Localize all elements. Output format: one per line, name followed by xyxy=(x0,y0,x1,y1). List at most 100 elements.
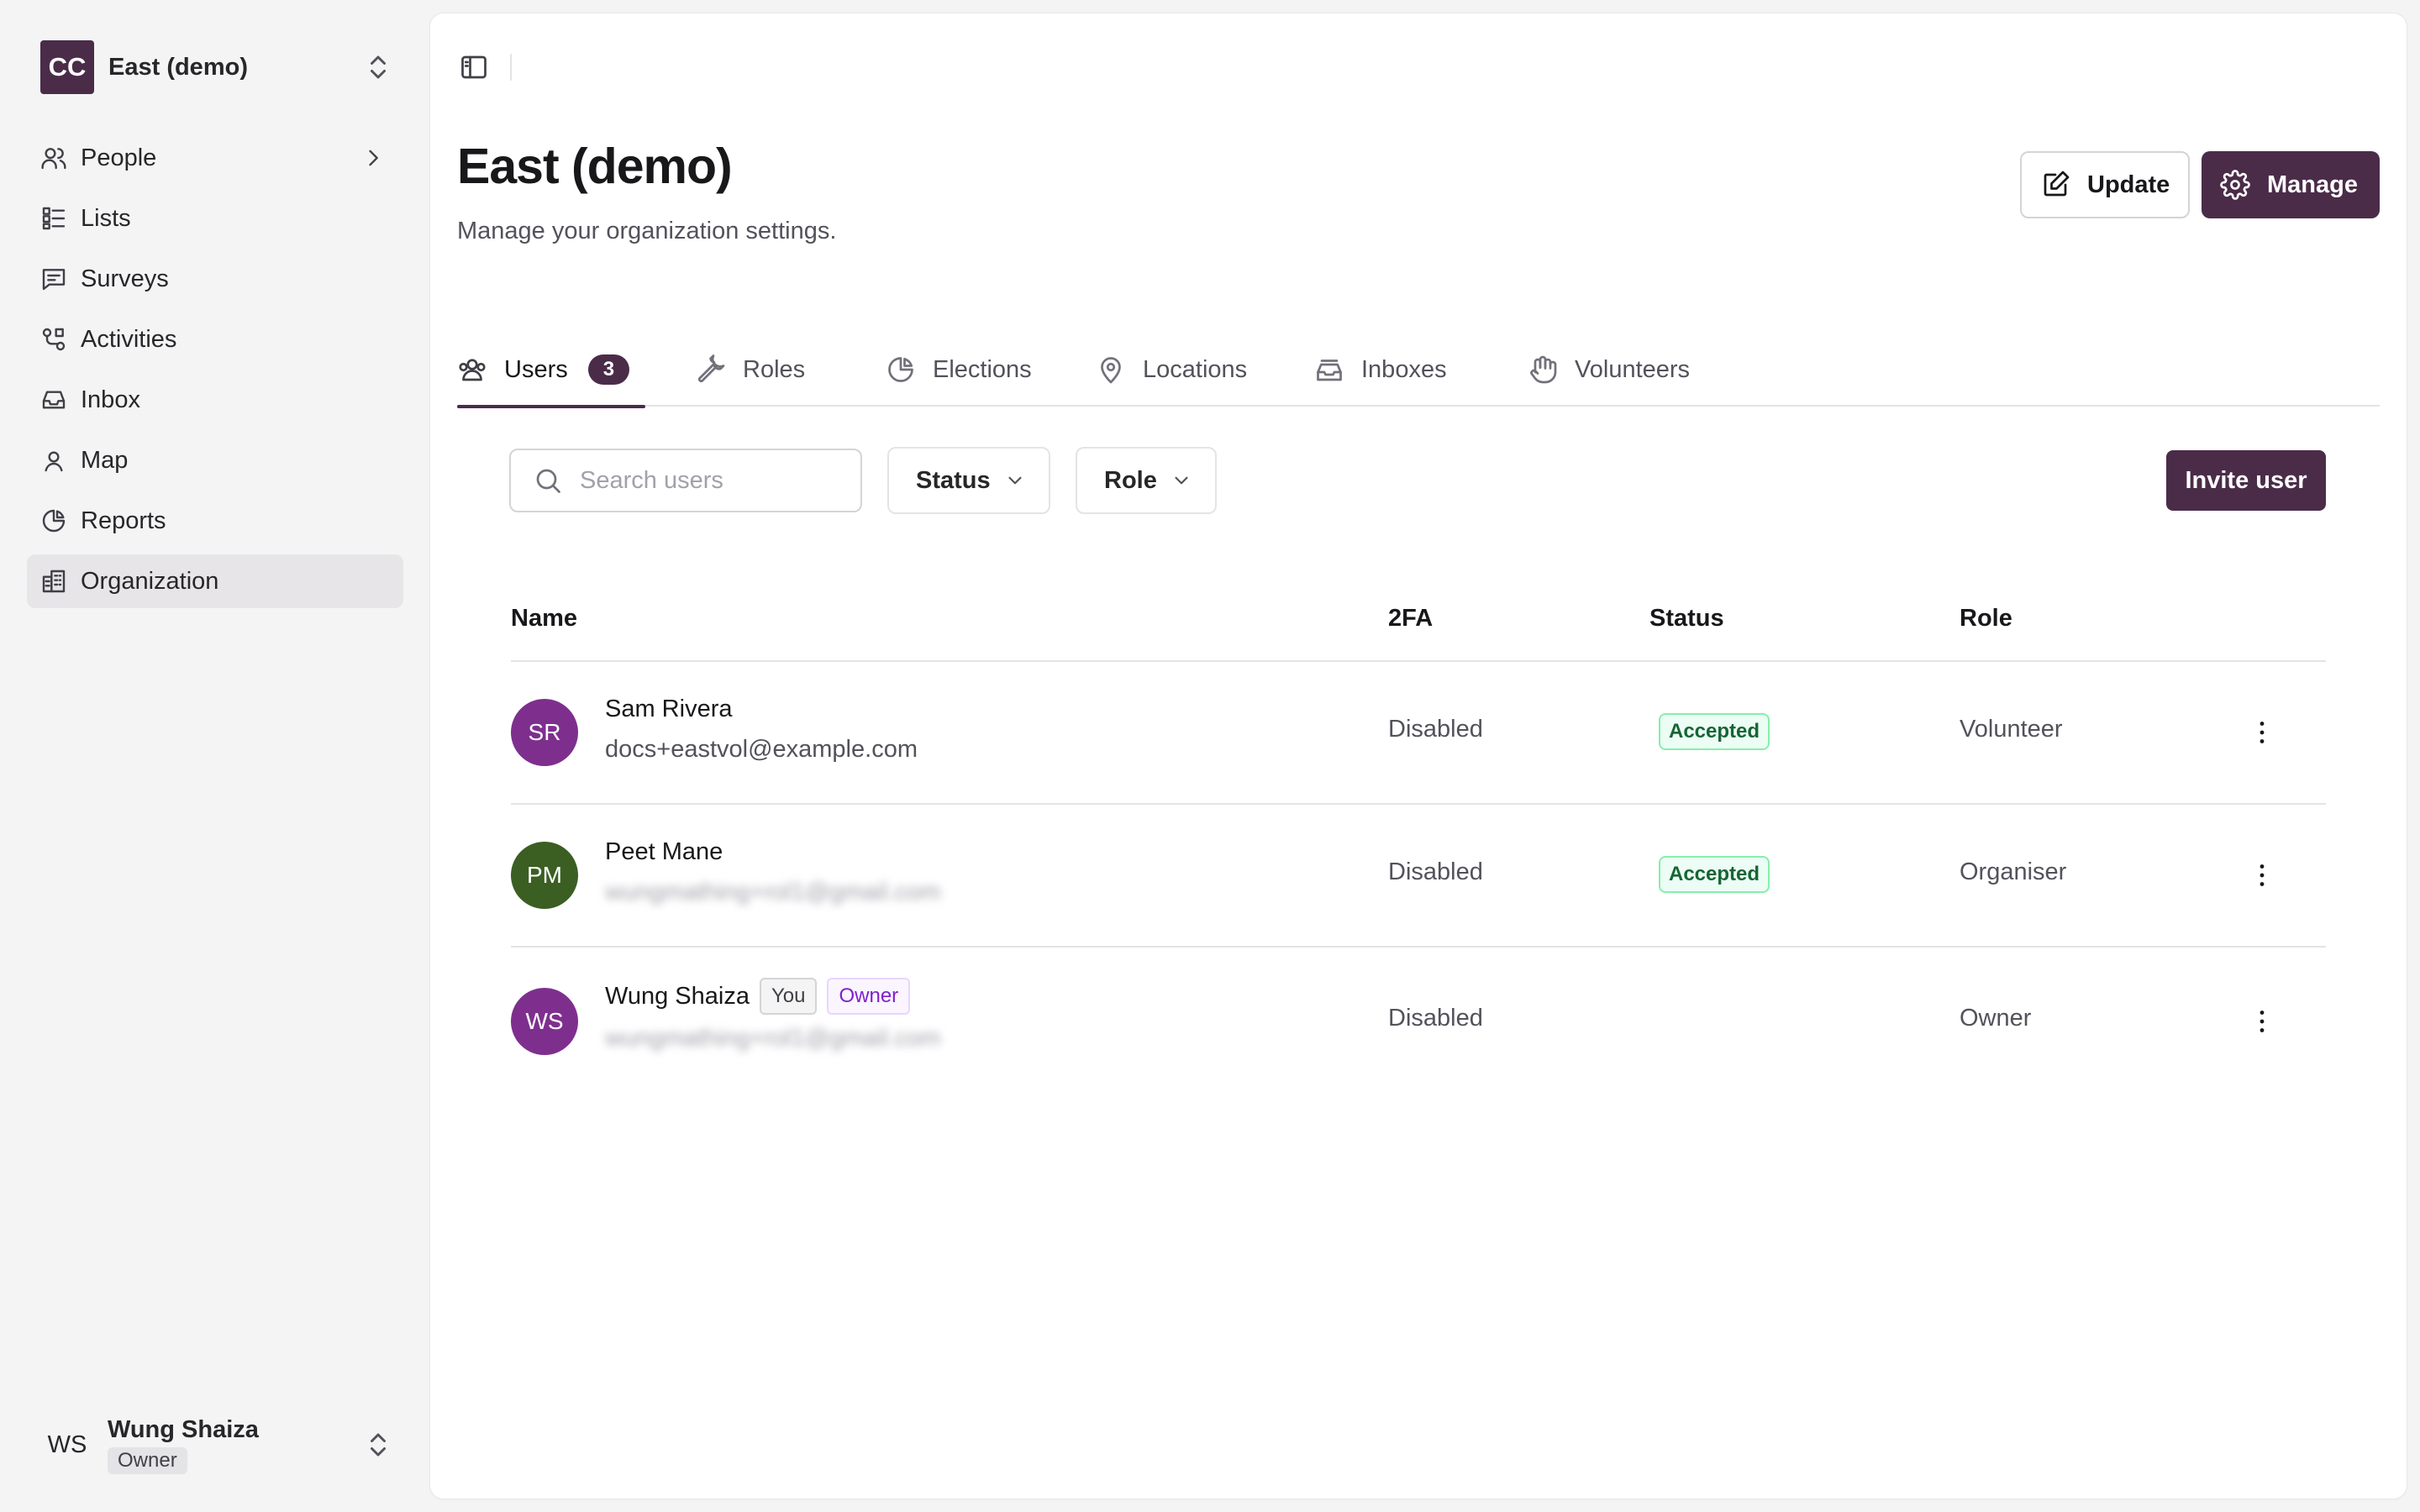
tab-label: Locations xyxy=(1143,355,1248,383)
sidebar-item-reports[interactable]: Reports xyxy=(27,494,403,548)
sidebar-item-label: Activities xyxy=(81,325,177,353)
manage-button-label: Manage xyxy=(2267,171,2358,198)
sidebar-item-label: Inbox xyxy=(81,386,140,413)
avatar: PM xyxy=(511,842,578,909)
users-icon xyxy=(41,148,66,170)
role-filter-label: Role xyxy=(1104,466,1157,494)
sidebar-item-activities[interactable]: Activities xyxy=(27,312,403,366)
sidebar-item-lists[interactable]: Lists xyxy=(27,192,403,245)
you-badge: You xyxy=(759,978,818,1015)
user-name-text: Peet Mane xyxy=(605,838,723,865)
owner-badge: Owner xyxy=(827,978,911,1015)
avatar: SR xyxy=(511,699,578,766)
tab-volunteers[interactable]: Volunteers xyxy=(1528,333,1690,407)
search-input[interactable] xyxy=(580,466,849,495)
column-header-name: Name xyxy=(511,605,577,632)
inbox-icon xyxy=(42,391,66,409)
sidebar-item-surveys[interactable]: Surveys xyxy=(27,252,403,306)
hand-icon xyxy=(1530,355,1557,384)
user-name-text: Sam Rivera xyxy=(605,696,733,722)
tab-bar: Users 3 Roles Elections Locations Inboxe… xyxy=(457,333,2380,408)
manage-button[interactable]: Manage xyxy=(2202,151,2380,218)
users-icon xyxy=(459,359,486,381)
chevrons-up-down-icon xyxy=(371,55,386,79)
sidebar-item-organization[interactable]: Organization xyxy=(27,554,403,608)
role-filter-dropdown[interactable]: Role xyxy=(1076,447,1217,514)
status-badge: Accepted xyxy=(1659,856,1770,893)
sidebar-item-label: Reports xyxy=(81,507,166,534)
search-field[interactable] xyxy=(509,449,862,512)
user-name: Wung Shaiza You Owner xyxy=(605,978,911,1015)
org-name: East (demo) xyxy=(108,53,248,81)
page-title: East (demo) xyxy=(457,139,733,194)
chevron-down-icon xyxy=(1008,476,1022,485)
role-value: Volunteer xyxy=(1960,716,2063,743)
user-name: Sam Rivera xyxy=(605,696,733,723)
status-filter-label: Status xyxy=(916,466,991,494)
tab-label: Volunteers xyxy=(1575,355,1691,383)
sidebar: CC East (demo) People Lists Surveys Acti… xyxy=(0,0,429,1512)
tab-label: Users xyxy=(504,355,568,383)
pie-chart-icon xyxy=(42,509,66,533)
user-role-badge: Owner xyxy=(108,1446,187,1474)
twofa-value: Disabled xyxy=(1388,716,1483,743)
chevron-right-icon xyxy=(369,150,378,166)
tab-users[interactable]: Users 3 xyxy=(457,333,645,408)
update-button-label: Update xyxy=(2087,171,2170,198)
route-icon xyxy=(42,328,66,351)
status-badge: Accepted xyxy=(1659,713,1770,750)
user-email: wungmathing+rol1@gmail.com xyxy=(605,879,941,906)
tab-inboxes[interactable]: Inboxes xyxy=(1314,333,1447,407)
sidebar-item-label: Surveys xyxy=(81,265,169,292)
main-panel: East (demo) Manage your organization set… xyxy=(430,13,2407,1499)
table-row[interactable]: WS Wung Shaiza You Owner wungmathing+rol… xyxy=(511,948,2326,1090)
table-header: Name 2FA Status Role xyxy=(511,585,2326,662)
table-row[interactable]: SR Sam Rivera docs+eastvol@example.com D… xyxy=(511,662,2326,805)
sidebar-toggle-icon[interactable] xyxy=(459,52,489,82)
message-square-icon xyxy=(42,269,66,291)
tab-label: Elections xyxy=(933,355,1032,383)
list-icon xyxy=(42,207,66,230)
edit-icon xyxy=(2044,171,2070,197)
tab-elections[interactable]: Elections xyxy=(886,333,1032,407)
more-vertical-icon[interactable] xyxy=(2247,860,2277,890)
column-header-role: Role xyxy=(1960,605,2012,632)
org-logo: CC xyxy=(40,40,94,94)
sidebar-item-label: Organization xyxy=(81,567,219,595)
user-info: Wung Shaiza Owner xyxy=(108,1416,259,1474)
column-header-status: Status xyxy=(1649,605,1724,632)
sidebar-item-map[interactable]: Map xyxy=(27,433,403,487)
more-vertical-icon[interactable] xyxy=(2247,1006,2277,1037)
wrench-icon xyxy=(697,354,725,383)
sidebar-item-label: Map xyxy=(81,446,129,474)
sidebar-nav: People Lists Surveys Activities Inbox Ma… xyxy=(27,131,403,615)
divider xyxy=(510,54,512,81)
twofa-value: Disabled xyxy=(1388,858,1483,885)
tab-locations[interactable]: Locations xyxy=(1096,333,1247,407)
table-row[interactable]: PM Peet Mane wungmathing+rol1@gmail.com … xyxy=(511,805,2326,948)
user-email: docs+eastvol@example.com xyxy=(605,736,918,763)
tab-label: Roles xyxy=(743,355,806,383)
user-name: Wung Shaiza xyxy=(108,1415,259,1443)
org-switcher[interactable]: CC East (demo) xyxy=(40,40,393,94)
update-button[interactable]: Update xyxy=(2020,151,2190,218)
chevrons-up-down-icon xyxy=(371,1433,386,1457)
user-menu[interactable]: WS Wung Shaiza Owner xyxy=(40,1411,393,1478)
users-count-badge: 3 xyxy=(587,354,630,385)
chevron-down-icon xyxy=(1175,476,1188,485)
invite-user-button[interactable]: Invite user xyxy=(2166,450,2326,511)
page-subtitle: Manage your organization settings. xyxy=(457,218,837,244)
sidebar-item-people[interactable]: People xyxy=(27,131,403,185)
role-value: Organiser xyxy=(1960,858,2067,885)
more-vertical-icon[interactable] xyxy=(2247,717,2277,748)
tab-roles[interactable]: Roles xyxy=(696,333,805,407)
column-header-2fa: 2FA xyxy=(1388,605,1434,632)
user-name: Peet Mane xyxy=(605,838,723,866)
sidebar-item-label: People xyxy=(81,144,157,171)
avatar: WS xyxy=(47,1431,87,1458)
user-name-text: Wung Shaiza xyxy=(605,982,750,1010)
role-value: Owner xyxy=(1960,1005,2032,1032)
status-filter-dropdown[interactable]: Status xyxy=(887,447,1050,514)
gear-icon xyxy=(2220,170,2250,200)
sidebar-item-inbox[interactable]: Inbox xyxy=(27,373,403,427)
